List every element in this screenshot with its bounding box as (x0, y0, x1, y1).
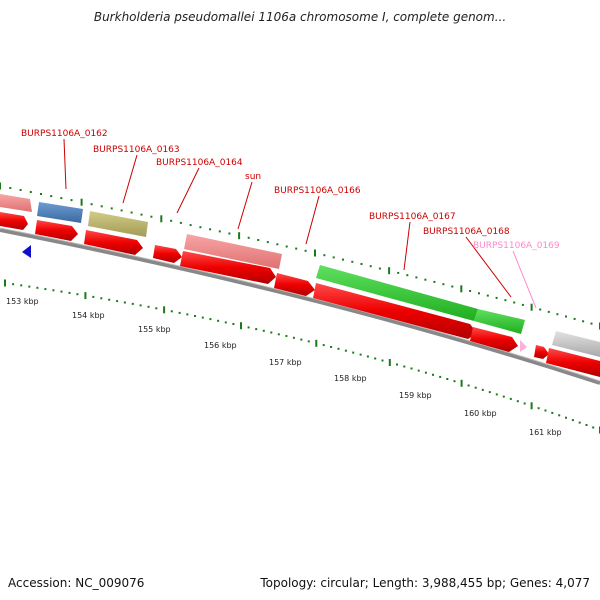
gene-label-0162[interactable]: BURPS1106A_0162 (21, 129, 108, 139)
map-title: Burkholderia pseudomallei 1106a chromoso… (93, 10, 507, 24)
gene-label-0164[interactable]: BURPS1106A_0164 (156, 158, 243, 168)
genome-backbone (0, 228, 600, 385)
scale-labels: 153 kbp 154 kbp 155 kbp 156 kbp 157 kbp … (6, 297, 562, 437)
feature-track-lower (0, 212, 600, 377)
scale-label-156: 156 kbp (204, 341, 237, 350)
scale-label-161: 161 kbp (529, 428, 562, 437)
feature-olive[interactable] (88, 211, 148, 237)
cds-arrow-1[interactable] (0, 212, 28, 230)
feature-green-0167[interactable] (316, 265, 478, 321)
cds-arrow-5[interactable] (180, 251, 276, 284)
cds-arrow-8[interactable] (470, 327, 518, 352)
cds-arrow-7[interactable] (313, 283, 477, 339)
scale-label-153: 153 kbp (6, 297, 39, 306)
feature-pink-sun[interactable] (184, 234, 282, 269)
scale-label-158: 158 kbp (334, 374, 367, 383)
cds-arrow-9[interactable] (534, 345, 549, 359)
gene-label-sun[interactable]: sun (245, 172, 261, 182)
scale-label-155: 155 kbp (138, 325, 171, 334)
scale-label-157: 157 kbp (269, 358, 302, 367)
blue-marker-icon[interactable] (22, 245, 31, 258)
gene-labels: BURPS1106A_0162 BURPS1106A_0163 BURPS110… (21, 129, 560, 251)
scale-tick-track (4, 279, 600, 434)
scale-label-159: 159 kbp (399, 391, 432, 400)
accession-text: Accession: NC_009076 (8, 576, 145, 590)
upper-tick-track (0, 182, 600, 330)
gene-label-0168[interactable]: BURPS1106A_0168 (423, 227, 510, 237)
feature-green-0168[interactable] (474, 309, 525, 334)
cds-arrow-6[interactable] (274, 273, 315, 296)
cds-arrow-4[interactable] (153, 245, 182, 263)
cds-arrow-3[interactable] (84, 230, 143, 255)
scale-label-154: 154 kbp (72, 311, 105, 320)
gene-label-leaders (63, 138, 537, 309)
feature-pink-left[interactable] (0, 194, 32, 212)
feature-pink-0169[interactable] (520, 340, 527, 352)
cds-arrow-2[interactable] (35, 220, 78, 241)
gene-label-0167[interactable]: BURPS1106A_0167 (369, 212, 456, 222)
feature-blue[interactable] (37, 202, 83, 223)
cds-arrow-10[interactable] (546, 348, 600, 377)
gene-label-0169[interactable]: BURPS1106A_0169 (473, 241, 560, 251)
scale-label-160: 160 kbp (464, 409, 497, 418)
gene-label-0163[interactable]: BURPS1106A_0163 (93, 145, 180, 155)
genome-summary-text: Topology: circular; Length: 3,988,455 bp… (260, 576, 590, 590)
feature-gray-right[interactable] (552, 331, 600, 357)
feature-track-upper (0, 194, 600, 357)
gene-label-0166[interactable]: BURPS1106A_0166 (274, 186, 361, 196)
